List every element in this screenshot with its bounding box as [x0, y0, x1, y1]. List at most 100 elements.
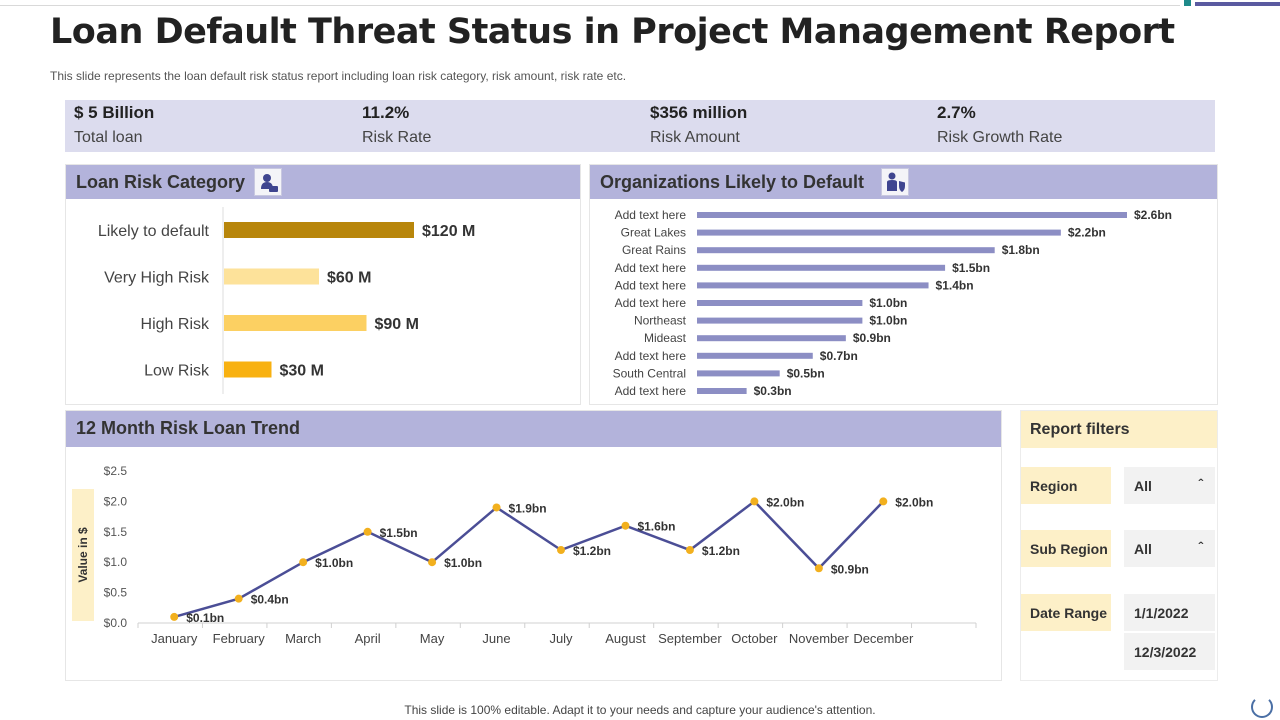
- page-subtitle: This slide represents the loan default r…: [50, 69, 627, 83]
- date-from-value: 1/1/2022: [1134, 605, 1189, 621]
- kpi-value: 11.2%: [362, 103, 410, 122]
- organization-value-label: $1.0bn: [869, 314, 907, 328]
- kpi-label: Risk Growth Rate: [937, 129, 1063, 146]
- page-title: Loan Default Threat Status in Project Ma…: [50, 12, 1175, 52]
- x-tick-label: June: [482, 631, 510, 646]
- sub-region-label-text: Sub Region: [1030, 541, 1108, 557]
- organization-bar: [697, 352, 813, 359]
- trend-point: [428, 558, 437, 567]
- organization-label: Add text here: [615, 278, 687, 292]
- date-to-value: 12/3/2022: [1134, 644, 1197, 660]
- organization-value-label: $0.3bn: [754, 384, 792, 398]
- trend-data-label: $1.5bn: [380, 526, 418, 540]
- trend-data-label: $1.2bn: [702, 544, 740, 558]
- region-select[interactable]: All ˆ: [1124, 467, 1215, 504]
- trend-point: [170, 612, 179, 621]
- organization-label: Mideast: [644, 331, 687, 345]
- sub-region-select[interactable]: All ˆ: [1124, 530, 1215, 567]
- category-label: Likely to default: [98, 223, 210, 240]
- x-tick-label: January: [151, 631, 198, 646]
- sub-region-label: Sub Region: [1021, 530, 1111, 567]
- region-label: Region: [1021, 467, 1111, 504]
- risk-loan-trend-panel: 12 Month Risk Loan Trend Value in $ $0.0 $…: [65, 410, 1002, 681]
- panel-header: Organizations Likely to Default: [590, 165, 1217, 199]
- category-bar: [224, 361, 272, 378]
- trend-point: [492, 503, 501, 512]
- date-range-label-text: Date Range: [1030, 605, 1108, 621]
- organization-value-label: $1.0bn: [869, 296, 907, 310]
- organization-label: Great Lakes: [621, 226, 686, 240]
- x-tick-label: December: [853, 631, 914, 646]
- panel-header: Loan Risk Category: [66, 165, 580, 199]
- kpi-label: Total loan: [74, 129, 143, 146]
- x-tick-label: August: [605, 631, 646, 646]
- date-from-field[interactable]: 1/1/2022: [1124, 594, 1215, 631]
- date-to-field[interactable]: 12/3/2022: [1124, 633, 1215, 670]
- y-axis-label: Value in $: [76, 527, 90, 583]
- organization-bar: [697, 229, 1061, 236]
- x-tick-label: February: [213, 631, 266, 646]
- trend-point: [234, 594, 243, 603]
- category-value-label: $120 M: [422, 223, 475, 240]
- x-tick-label: March: [285, 631, 321, 646]
- trend-data-label: $0.4bn: [251, 593, 289, 607]
- trend-point: [750, 497, 759, 506]
- category-bar: [224, 222, 414, 238]
- trend-point: [363, 527, 372, 536]
- x-tick-label: September: [658, 631, 722, 646]
- category-bar: [224, 315, 367, 331]
- organizations-panel: Organizations Likely to Default Add text…: [589, 164, 1218, 405]
- organization-bar: [697, 282, 929, 289]
- top-divider: [0, 5, 1180, 6]
- organization-label: Add text here: [615, 208, 687, 222]
- organizations-chart: Add text here $2.6bn Great Lakes $2.2bn Grea…: [613, 208, 1172, 398]
- trend-point: [879, 497, 888, 506]
- accent-block-purple: [1195, 2, 1280, 6]
- footer-note: This slide is 100% editable. Adapt it to…: [404, 703, 876, 717]
- trend-point: [814, 564, 823, 573]
- trend-line: [173, 499, 885, 619]
- organization-value-label: $0.9bn: [853, 331, 891, 345]
- report-filters-panel: Report filters Region All ˆ Sub Region A…: [1020, 410, 1218, 681]
- y-tick-label: $2.0: [104, 494, 128, 508]
- organization-label: Add text here: [615, 349, 687, 363]
- category-label: Low Risk: [144, 363, 210, 380]
- risk-loan-trend-chart: Value in $ $0.0 $0.5 $1.0 $1.5 $2.0 $2.5 Januar…: [72, 464, 977, 646]
- trend-data-label: $1.9bn: [509, 501, 547, 515]
- organization-value-label: $2.6bn: [1134, 208, 1172, 222]
- y-tick-label: $1.0: [104, 555, 128, 569]
- organization-value-label: $1.4bn: [936, 278, 974, 292]
- organization-label: South Central: [613, 366, 686, 380]
- region-value: All: [1134, 478, 1152, 494]
- trend-data-label: $0.9bn: [831, 562, 869, 576]
- x-tick-label: October: [731, 631, 778, 646]
- organization-bar: [697, 388, 747, 394]
- panel-title: 12 Month Risk Loan Trend: [76, 418, 301, 438]
- trend-data-label: $2.0bn: [895, 495, 933, 509]
- organization-bar: [697, 247, 995, 254]
- trend-point: [557, 546, 565, 555]
- category-value-label: $60 M: [327, 270, 371, 287]
- organization-value-label: $0.7bn: [820, 349, 858, 363]
- trend-data-label: $0.1bn: [186, 611, 224, 625]
- organization-bar: [697, 300, 863, 306]
- trend-point: [299, 558, 308, 567]
- date-range-label: Date Range: [1021, 594, 1111, 631]
- category-value-label: $30 M: [280, 363, 324, 380]
- panel-header: 12 Month Risk Loan Trend: [66, 411, 1001, 447]
- loan-risk-category-panel: Loan Risk Category Likely to default $120…: [65, 164, 581, 405]
- kpi-value: $ 5 Billion: [74, 103, 155, 122]
- trend-data-label: $1.0bn: [444, 556, 482, 570]
- y-tick-label: $2.5: [104, 464, 128, 478]
- organization-label: Add text here: [615, 384, 687, 398]
- trend-data-label: $2.0bn: [766, 495, 804, 509]
- trend-point: [685, 546, 694, 555]
- organization-bar: [697, 264, 946, 271]
- loan-risk-category-chart: Likely to default $120 M Very High Risk $60…: [98, 207, 475, 394]
- filters-title: Report filters: [1030, 421, 1130, 438]
- organization-label: Northeast: [634, 314, 687, 328]
- caret-up-icon: ˆ: [1198, 539, 1203, 555]
- organization-bar: [697, 317, 863, 324]
- x-tick-label: November: [789, 631, 850, 646]
- sub-region-value: All: [1134, 541, 1152, 557]
